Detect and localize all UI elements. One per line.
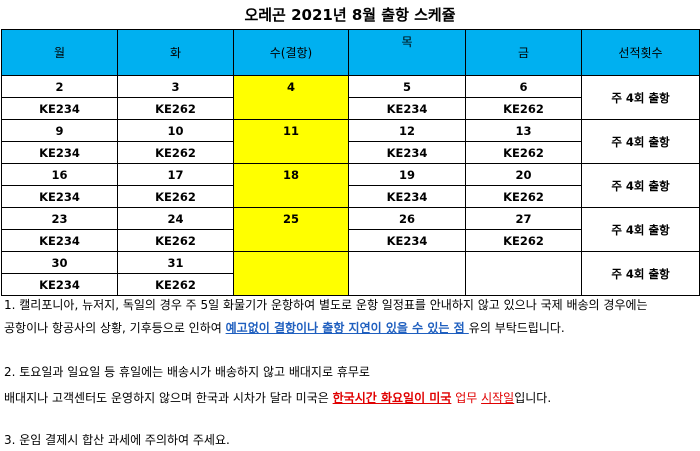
flight-cell: KE262 [465, 97, 582, 120]
flight-cell: KE234 [1, 97, 118, 120]
cancelled-date-cell: 18 [233, 163, 349, 208]
shipment-count-cell: 주 4회 출항 [581, 119, 700, 164]
date-cell: 17 [117, 163, 234, 186]
flight-cell: KE234 [1, 229, 118, 252]
date-cell: 30 [1, 251, 118, 274]
cancelled-date-cell: 25 [233, 207, 349, 252]
flight-cell: KE234 [348, 97, 466, 120]
date-cell: 9 [1, 119, 118, 142]
flight-cell: KE234 [348, 229, 466, 252]
note-3: 3. 운임 결제시 합산 과세에 주의하여 주세요. [4, 433, 230, 447]
flight-cell: KE234 [348, 141, 466, 164]
date-cell: 6 [465, 75, 582, 98]
note-2-emphasis-2: 시작일 [481, 391, 515, 405]
date-cell: 13 [465, 119, 582, 142]
cancelled-date-cell: 11 [233, 119, 349, 164]
header-thu-label: 목 [401, 35, 413, 49]
note-2-tail: 입니다. [514, 391, 552, 405]
flight-cell: KE234 [1, 141, 118, 164]
shipment-count-cell: 주 4회 출항 [581, 251, 700, 296]
date-cell: 5 [348, 75, 466, 98]
flight-cell: KE262 [117, 229, 234, 252]
date-cell: 16 [1, 163, 118, 186]
note-1-emphasis: 예고없이 결항이나 출항 지연이 있을 수 있는 점 [225, 321, 469, 335]
week-flight-row: KE234 KE262 KE234 KE262 [1, 229, 700, 252]
notes-section: 1. 캘리포니아, 뉴저지, 독일의 경우 주 5일 화물기가 운항하여 별도로… [4, 297, 698, 448]
cancelled-date: 11 [282, 124, 299, 138]
date-cell: 2 [1, 75, 118, 98]
header-fri: 금 [465, 29, 582, 76]
cancelled-date-cell: 4 [233, 75, 349, 120]
date-cell: 23 [1, 207, 118, 230]
date-cell: 20 [465, 163, 582, 186]
cancelled-date: 25 [282, 212, 299, 226]
date-cell: 27 [465, 207, 582, 230]
empty-cell [465, 251, 582, 296]
date-cell: 19 [348, 163, 466, 186]
week-date-row: 30 31 주 4회 출항 [1, 251, 700, 296]
week-date-row: 2 3 4 5 6 주 4회 출항 [1, 75, 700, 120]
note-2-line-1: 2. 토요일과 일요일 등 휴일에는 배송시가 배송하지 않고 배대지로 휴무로 [4, 365, 370, 379]
header-mon: 월 [1, 29, 118, 76]
shipment-count-cell: 주 4회 출항 [581, 163, 700, 208]
shipment-count-cell: 주 4회 출항 [581, 207, 700, 252]
week-flight-row: KE234 KE262 KE234 KE262 [1, 185, 700, 208]
shipment-count-cell: 주 4회 출항 [581, 75, 700, 120]
week-date-row: 16 17 18 19 20 주 4회 출항 [1, 163, 700, 208]
header-tue: 화 [117, 29, 234, 76]
empty-cell [348, 251, 466, 296]
note-2-mid: 업무 [451, 391, 482, 405]
note-1-text: 공항이나 항공사의 상황, 기후등으로 인하여 [4, 321, 226, 335]
note-2-emphasis: 한국시간 화요일이 미국 [332, 391, 452, 405]
flight-cell: KE262 [117, 185, 234, 208]
flight-cell: KE262 [117, 141, 234, 164]
date-cell: 3 [117, 75, 234, 98]
date-cell: 10 [117, 119, 234, 142]
flight-cell: KE262 [117, 273, 234, 296]
date-cell: 31 [117, 251, 234, 274]
empty-highlight-cell [233, 251, 349, 296]
flight-cell: KE262 [465, 229, 582, 252]
date-cell: 26 [348, 207, 466, 230]
cancelled-date: 4 [286, 80, 295, 94]
note-2-line-2: 배대지나 고객센터도 운영하지 않으며 한국과 시차가 달라 미국은 한국시간 … [4, 390, 698, 406]
week-flight-row: KE234 KE262 [1, 273, 700, 296]
date-cell: 24 [117, 207, 234, 230]
header-wed: 수(결항) [233, 29, 349, 76]
header-count: 선적횟수 [581, 29, 700, 76]
cancelled-date: 18 [282, 168, 299, 182]
note-1-tail: 유의 부탁드립니다. [468, 321, 565, 335]
week-date-row: 23 24 25 26 27 주 4회 출항 [1, 207, 700, 252]
header-row: 월 화 수(결항) 목 금 선적횟수 [1, 29, 700, 76]
date-cell: 12 [348, 119, 466, 142]
flight-cell: KE234 [1, 185, 118, 208]
note-1-line-2: 공항이나 항공사의 상황, 기후등으로 인하여 예고없이 결항이나 출항 지연이… [4, 320, 698, 336]
header-thu: 목 [348, 29, 466, 76]
flight-cell: KE262 [465, 141, 582, 164]
flight-cell: KE262 [117, 97, 234, 120]
note-1-line-1: 1. 캘리포니아, 뉴저지, 독일의 경우 주 5일 화물기가 운항하여 별도로… [4, 298, 648, 312]
flight-cell: KE262 [465, 185, 582, 208]
week-date-row: 9 10 11 12 13 주 4회 출항 [1, 119, 700, 164]
page-title: 오레곤 2021년 8월 출항 스케쥴 [244, 6, 456, 24]
schedule-table: 월 화 수(결항) 목 금 선적횟수 2 3 4 5 6 주 4회 출항 KE2… [1, 29, 700, 296]
note-2-text: 배대지나 고객센터도 운영하지 않으며 한국과 시차가 달라 미국은 [4, 391, 333, 405]
flight-cell: KE234 [348, 185, 466, 208]
flight-cell: KE234 [1, 273, 118, 296]
